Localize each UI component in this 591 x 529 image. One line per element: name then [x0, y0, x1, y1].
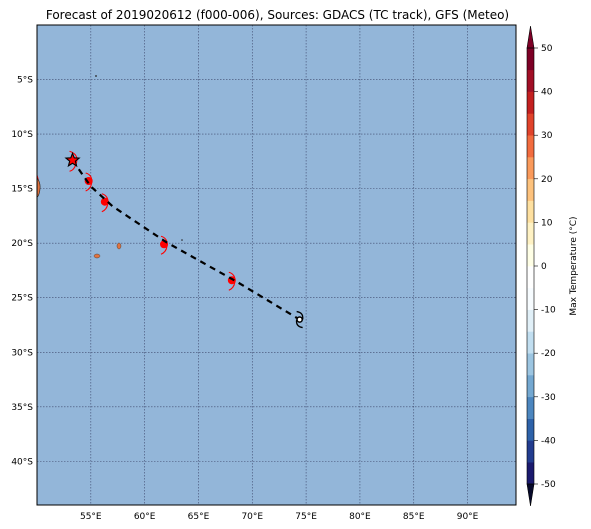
track-start-star: [64, 150, 81, 172]
colorbar-tick-label: -40: [541, 436, 556, 446]
ocean-area: [37, 25, 516, 505]
colorbar-band: [527, 331, 534, 354]
lat-tick-label: 35°S: [11, 403, 33, 413]
colorbar-band: [527, 135, 534, 158]
mauritius-island: [116, 242, 122, 250]
cyclone-symbol: [295, 310, 304, 329]
colorbar-tick-label: 40: [541, 88, 553, 98]
colorbar-tick-label: -10: [541, 306, 556, 316]
lon-tick-label: 75°E: [295, 512, 317, 522]
colorbar-tick-label: 50: [541, 44, 553, 54]
colorbar-band: [527, 418, 534, 441]
map-frame: 55°E 60°E 65°E 70°E 75°E 80°E 85°E 90°E 5°S 10°S…: [11, 24, 517, 522]
colorbar-tick-label: -20: [541, 349, 556, 359]
colorbar-band: [527, 91, 534, 114]
colorbar: 50 40 30 20 10 0 -10 -20 -30 -40 -50 Max Temperatu…: [526, 25, 579, 507]
lon-tick-label: 70°E: [241, 512, 263, 522]
graticule: [37, 25, 516, 505]
colorbar-ticks: 50 40 30 20 10 0 -10 -20 -30 -40 -50: [534, 44, 556, 490]
lat-tick-label: 25°S: [11, 294, 33, 304]
lat-tick-label: 10°S: [11, 130, 33, 140]
rodrigues-island: [181, 239, 183, 241]
lon-tick-label: 85°E: [403, 512, 425, 522]
colorbar-band: [527, 462, 534, 485]
seychelles-islet: [95, 75, 97, 77]
colorbar-tick-label: 30: [541, 131, 553, 141]
colorbar-band: [527, 222, 534, 245]
map-title: Forecast of 2019020612 (f000-006), Sourc…: [45, 8, 510, 22]
colorbar-band: [527, 353, 534, 376]
reunion-island: [93, 253, 101, 259]
latitude-ticks: 5°S 10°S 15°S 20°S 25°S 30°S 35°S 40°S: [11, 76, 33, 468]
colorbar-band: [527, 396, 534, 419]
track-line: [71, 159, 301, 321]
colorbar-band: [527, 200, 534, 223]
lon-tick-label: 55°E: [80, 512, 102, 522]
colorbar-band: [527, 375, 534, 398]
map-border: [36, 24, 517, 506]
lat-tick-label: 5°S: [17, 76, 33, 86]
colorbar-tick-label: -50: [541, 480, 556, 490]
colorbar-band: [527, 244, 534, 267]
colorbar-bands: [527, 48, 534, 485]
colorbar-band: [527, 48, 534, 71]
madagascar-coast: [37, 177, 41, 198]
colorbar-extend-max: [526, 25, 535, 49]
lat-tick-label: 15°S: [11, 185, 33, 195]
colorbar-band: [527, 309, 534, 332]
colorbar-band: [527, 157, 534, 180]
lon-tick-label: 90°E: [457, 512, 479, 522]
colorbar-band: [527, 178, 534, 201]
lat-tick-label: 40°S: [11, 457, 33, 467]
cyclone-track: [64, 150, 304, 329]
colorbar-label: Max Temperature (°C): [569, 216, 579, 315]
lon-tick-label: 60°E: [134, 512, 156, 522]
hotspot-1: [100, 193, 109, 213]
colorbar-band: [527, 440, 534, 463]
lon-tick-label: 80°E: [349, 512, 371, 522]
lat-tick-label: 20°S: [11, 239, 33, 249]
colorbar-tick-label: 0: [541, 262, 547, 272]
colorbar-extend-min: [526, 483, 535, 507]
lon-tick-label: 65°E: [188, 512, 210, 522]
colorbar-band: [527, 69, 534, 92]
longitude-ticks: 55°E 60°E 65°E 70°E 75°E 80°E 85°E 90°E: [80, 512, 479, 522]
colorbar-band: [527, 113, 534, 136]
colorbar-band: [527, 287, 534, 310]
colorbar-tick-label: -30: [541, 393, 556, 403]
colorbar-tick-label: 20: [541, 175, 553, 185]
lat-tick-label: 30°S: [11, 348, 33, 358]
colorbar-tick-label: 10: [541, 218, 553, 228]
colorbar-band: [527, 266, 534, 289]
